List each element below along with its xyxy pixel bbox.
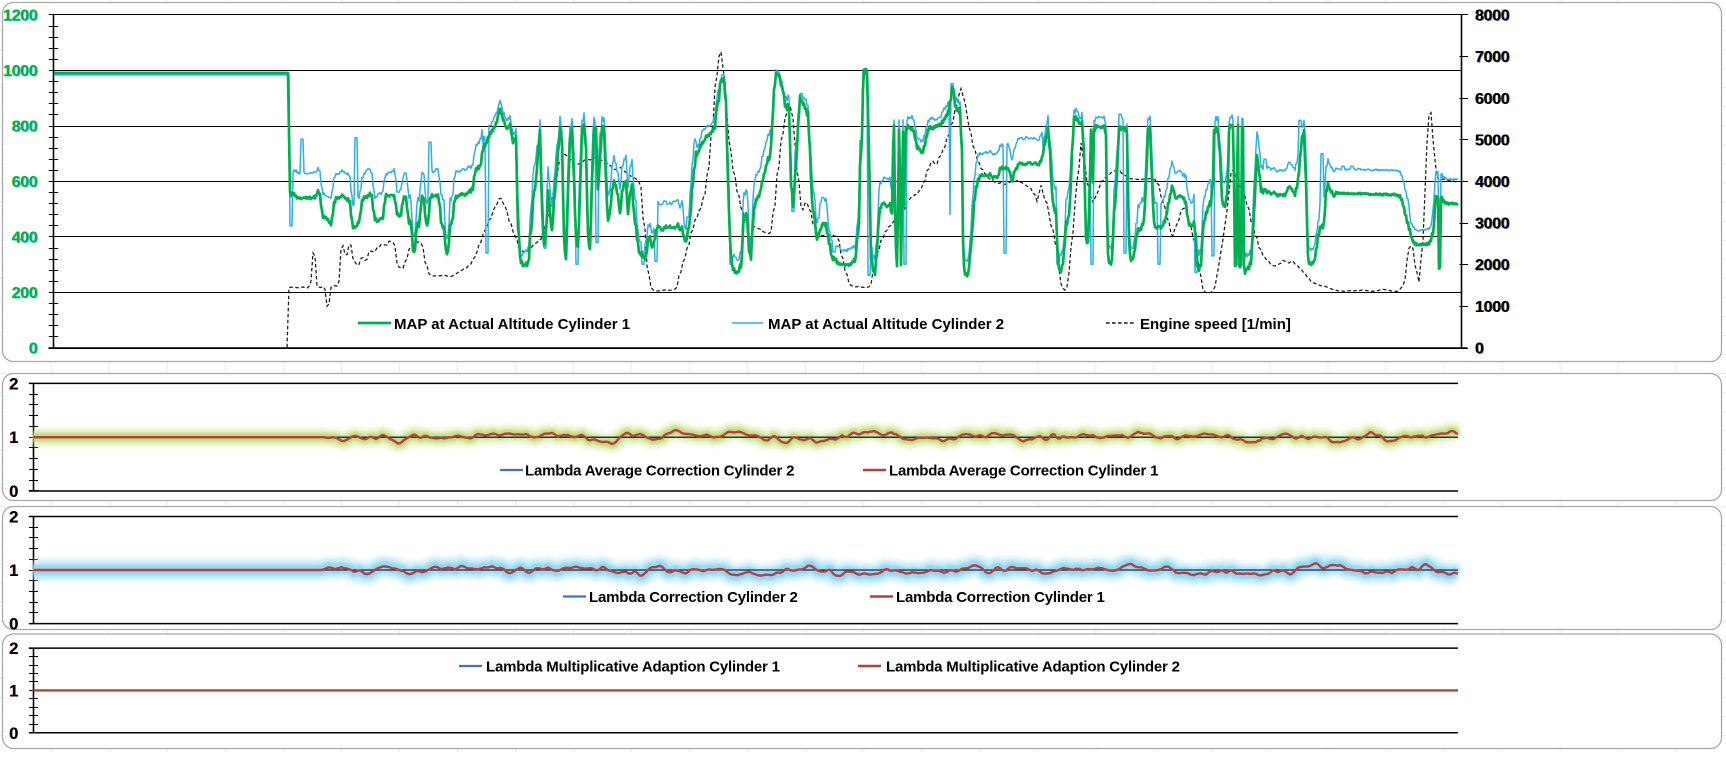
svg-text:1000: 1000 [3, 63, 38, 80]
svg-text:MAP at Actual Altitude Cylinde: MAP at Actual Altitude Cylinder 1 [394, 316, 630, 333]
svg-text:600: 600 [11, 174, 37, 191]
svg-text:200: 200 [12, 285, 38, 302]
svg-text:8000: 8000 [1475, 8, 1510, 25]
svg-text:1: 1 [9, 562, 18, 580]
svg-text:200: 200 [11, 285, 37, 302]
svg-text:1200: 1200 [4, 8, 39, 25]
svg-text:1: 1 [9, 682, 18, 700]
svg-text:800: 800 [11, 119, 37, 136]
svg-text:1000: 1000 [1476, 299, 1511, 316]
svg-text:Lambda Average Correction Cyli: Lambda Average Correction Cylinder 2 [525, 463, 794, 480]
svg-text:1: 1 [9, 562, 18, 580]
svg-text:Lambda Correction Cylinder 2: Lambda Correction Cylinder 2 [589, 589, 798, 606]
svg-text:7000: 7000 [1476, 49, 1511, 66]
svg-text:Engine speed [1/min]: Engine speed [1/min] [1140, 316, 1291, 333]
svg-text:0: 0 [1476, 341, 1485, 358]
svg-text:2: 2 [9, 640, 18, 658]
svg-text:2000: 2000 [1474, 257, 1509, 274]
svg-text:600: 600 [12, 174, 38, 191]
svg-text:Lambda Average Correction Cyli: Lambda Average Correction Cylinder 1 [889, 463, 1158, 480]
svg-text:MAP at Actual Altitude Cylinde: MAP at Actual Altitude Cylinder 2 [768, 316, 1004, 333]
svg-text:0: 0 [28, 341, 37, 358]
svg-text:7000: 7000 [1474, 49, 1509, 66]
svg-text:1000: 1000 [3, 63, 38, 80]
svg-text:2: 2 [9, 640, 18, 658]
svg-text:8000: 8000 [1474, 8, 1509, 25]
svg-text:200: 200 [12, 285, 38, 302]
svg-text:400: 400 [12, 230, 38, 247]
svg-text:1200: 1200 [3, 8, 38, 25]
svg-text:8000: 8000 [1476, 8, 1511, 25]
svg-text:Lambda Correction Cylinder 1: Lambda Correction Cylinder 1 [896, 589, 1105, 606]
svg-text:2: 2 [9, 509, 18, 527]
svg-text:0: 0 [1475, 341, 1484, 358]
svg-text:400: 400 [11, 230, 37, 247]
svg-text:0: 0 [9, 725, 18, 743]
svg-text:4000: 4000 [1475, 174, 1510, 191]
svg-text:0: 0 [9, 725, 18, 743]
svg-text:2000: 2000 [1475, 257, 1510, 274]
svg-text:3000: 3000 [1475, 216, 1510, 233]
svg-text:0: 0 [1474, 341, 1483, 358]
svg-text:0: 0 [9, 616, 18, 634]
svg-text:2: 2 [9, 375, 18, 393]
svg-text:0: 0 [9, 483, 18, 501]
svg-text:800: 800 [12, 119, 38, 136]
svg-text:3000: 3000 [1476, 216, 1511, 233]
svg-text:6000: 6000 [1476, 91, 1511, 108]
svg-text:0: 0 [29, 341, 38, 358]
svg-text:2000: 2000 [1476, 258, 1511, 275]
svg-text:6000: 6000 [1475, 91, 1510, 108]
svg-text:5000: 5000 [1476, 133, 1511, 150]
svg-text:6000: 6000 [1474, 91, 1509, 108]
svg-text:2: 2 [9, 375, 18, 393]
svg-text:5000: 5000 [1475, 132, 1510, 149]
svg-text:0: 0 [30, 341, 39, 358]
svg-text:7000: 7000 [1475, 49, 1510, 66]
svg-text:3000: 3000 [1474, 216, 1509, 233]
svg-text:5000: 5000 [1474, 132, 1509, 149]
svg-text:800: 800 [12, 119, 38, 136]
svg-text:0: 0 [9, 483, 18, 501]
svg-text:4000: 4000 [1476, 174, 1511, 191]
svg-text:Lambda Multiplicative Adaption: Lambda Multiplicative Adaption Cylinder … [486, 659, 780, 676]
svg-text:1000: 1000 [4, 63, 39, 80]
svg-text:1200: 1200 [3, 8, 38, 25]
svg-text:4000: 4000 [1474, 174, 1509, 191]
svg-text:1000: 1000 [1474, 299, 1509, 316]
svg-text:Lambda Multiplicative Adaption: Lambda Multiplicative Adaption Cylinder … [886, 659, 1180, 676]
svg-text:2: 2 [9, 509, 18, 527]
svg-text:1: 1 [9, 682, 18, 700]
svg-text:1: 1 [9, 429, 18, 447]
svg-text:1000: 1000 [1475, 299, 1510, 316]
svg-text:400: 400 [12, 230, 38, 247]
svg-text:1: 1 [9, 429, 18, 447]
svg-text:0: 0 [9, 616, 18, 634]
svg-text:600: 600 [12, 174, 38, 191]
